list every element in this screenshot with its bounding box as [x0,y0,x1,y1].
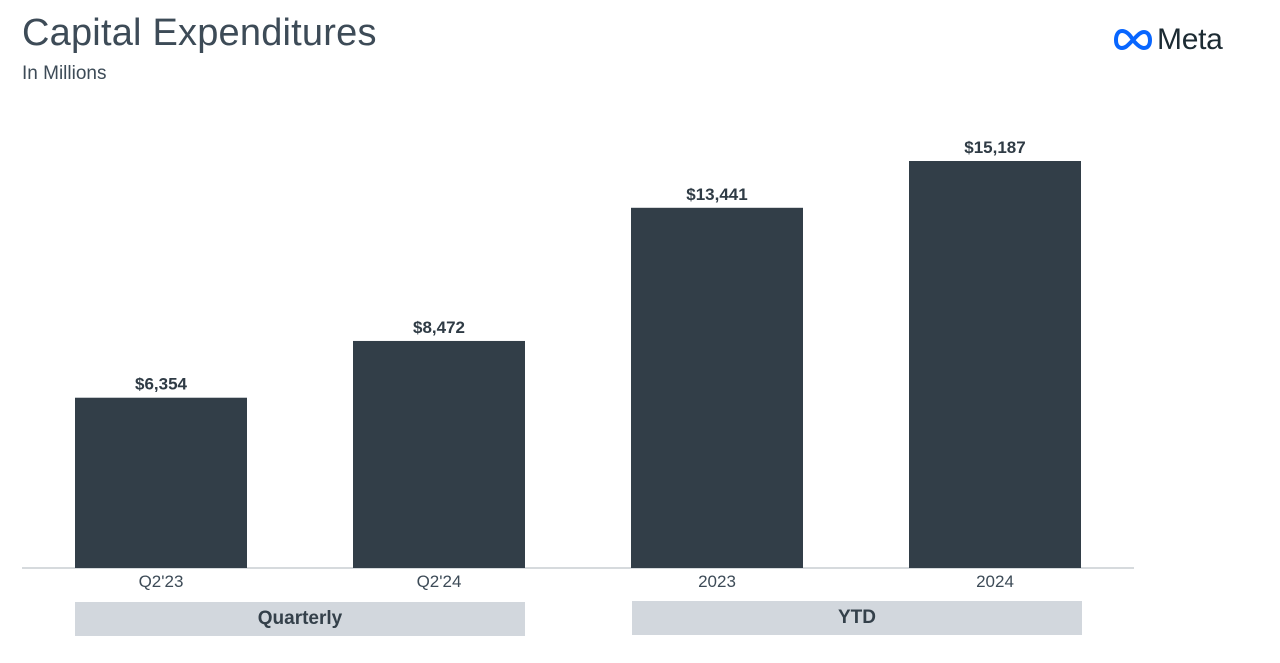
meta-logo-text: Meta [1157,23,1223,56]
data-label-4: $15,187 [964,138,1025,157]
bar-chart: $6,354 Q2'23 $8,472 Q2'24 $13,441 2023 $15,187… [22,138,1134,591]
page-subtitle: In Millions [22,63,107,84]
bar-2 [353,340,525,568]
data-label-3: $13,441 [686,185,747,204]
x-tick-label-1: Q2'23 [139,572,184,591]
meta-logo: Meta [1113,22,1241,58]
group-label-ytd: YTD [632,601,1082,635]
bar-4 [909,161,1081,568]
meta-infinity-icon [1114,29,1152,50]
bar-3 [631,207,803,568]
x-tick-label-3: 2023 [698,572,736,591]
x-tick-label-2: Q2'24 [417,572,462,591]
data-label-2: $8,472 [413,318,465,337]
page-title: Capital Expenditures [22,12,377,54]
data-label-1: $6,354 [135,375,188,394]
bar-1 [75,397,247,568]
group-label-quarterly: Quarterly [75,602,525,636]
x-tick-label-4: 2024 [976,572,1014,591]
